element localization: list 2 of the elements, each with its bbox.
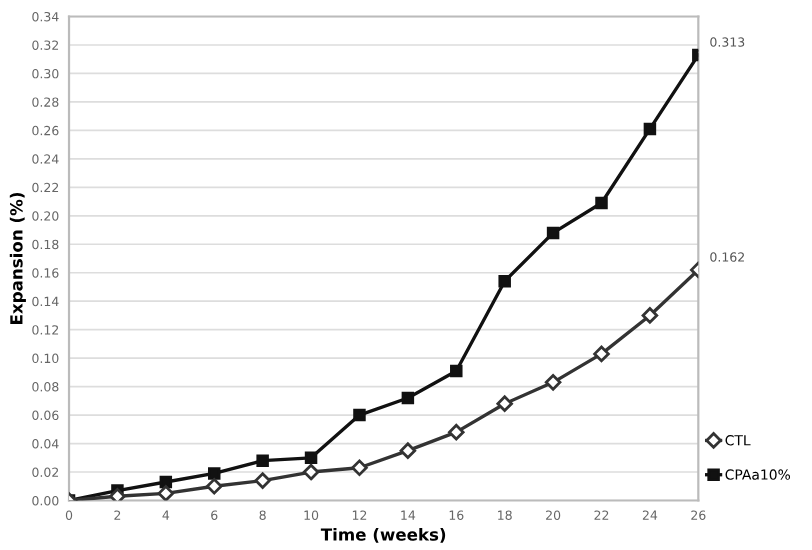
- y-axis-title: Expansion (%): [9, 193, 26, 324]
- x-axis-title: Time (weeks): [320, 527, 446, 543]
